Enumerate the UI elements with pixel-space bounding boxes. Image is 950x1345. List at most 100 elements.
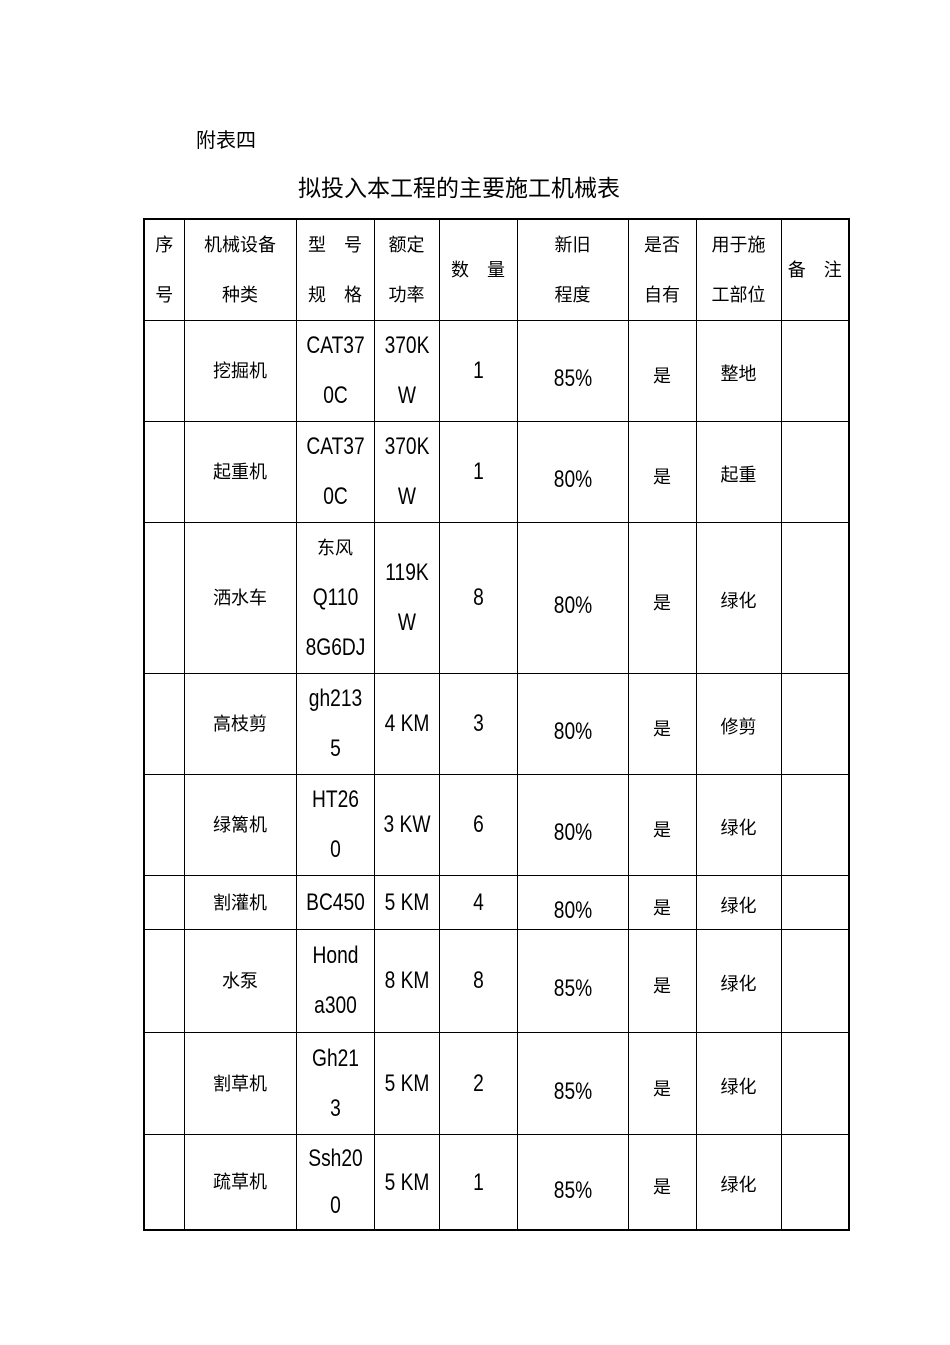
cell-owned: 是 [627, 774, 697, 876]
cell-power: 5 KM [373, 1032, 440, 1135]
cell-model: HT26 0 [295, 774, 375, 876]
cell-owned: 是 [627, 929, 697, 1033]
cell-text: 绿化 [720, 974, 757, 994]
cell-condition: 85% [516, 320, 629, 422]
cell-text: 1 [472, 1168, 484, 1196]
cell-remark [780, 1134, 850, 1231]
cell-seq [143, 1032, 185, 1135]
cell-text: 绿化 [720, 895, 757, 916]
cell-text: 370K [384, 433, 429, 460]
cell-text: 修剪 [720, 717, 757, 737]
header-row: 序号 机械设备 种类 型 号规 格 额定 功率 数 量 新旧 程度 是否 自有 用于施工… [143, 218, 850, 321]
cell-text: 割灌机 [213, 892, 267, 913]
cell-model: Gh21 3 [295, 1032, 375, 1135]
cell-type: 高枝剪 [183, 673, 297, 775]
cell-text: 是 [653, 366, 671, 386]
header-label: 序 [155, 235, 174, 255]
header-cell-type: 机械设备 种类 [183, 218, 297, 321]
cell-qty: 8 [438, 929, 518, 1033]
cell-qty: 4 [438, 875, 518, 930]
cell-seq [143, 774, 185, 876]
cell-qty: 3 [438, 673, 518, 775]
cell-type: 挖掘机 [183, 320, 297, 422]
cell-text: 85% [553, 1077, 592, 1105]
header-label: 号 [155, 285, 174, 305]
cell-model: 东风 Q110 8G6DJ [295, 522, 375, 674]
cell-text: 4 [472, 888, 484, 916]
cell-text: 绿化 [720, 818, 757, 838]
header-label: 型 号 [308, 235, 362, 255]
cell-text: 是 [653, 897, 671, 918]
cell-text: 80% [553, 819, 592, 846]
header-cell-power: 额定 功率 [373, 218, 440, 321]
cell-qty: 1 [438, 421, 518, 523]
cell-power: 5 KM [373, 875, 440, 930]
header-cell-remark: 备 注 [780, 218, 850, 321]
cell-type: 割草机 [183, 1032, 297, 1135]
cell-text: 0 [329, 836, 341, 863]
header-label: 自有 [644, 285, 680, 305]
cell-text: 5 [329, 735, 341, 762]
cell-text: 3 [472, 710, 484, 737]
header-cell-seq: 序号 [143, 218, 185, 321]
cell-text: a300 [313, 992, 357, 1019]
cell-text: HT26 [311, 786, 359, 813]
cell-text: 0C [322, 483, 348, 510]
cell-text: 85% [553, 1176, 592, 1204]
cell-text: 3 [329, 1094, 341, 1122]
cell-seq [143, 929, 185, 1033]
cell-type: 绿篱机 [183, 774, 297, 876]
cell-text: Gh21 [311, 1044, 359, 1072]
annex-label: 附表四 [196, 130, 256, 152]
cell-text: W [397, 609, 416, 636]
cell-text: 80% [553, 718, 592, 745]
cell-condition: 85% [516, 929, 629, 1033]
cell-usage: 起重 [695, 421, 782, 523]
cell-text: 洒水车 [213, 588, 267, 608]
cell-type: 起重机 [183, 421, 297, 523]
cell-model: CAT37 0C [295, 421, 375, 523]
cell-type: 水泵 [183, 929, 297, 1033]
cell-text: 5 KM [384, 1069, 429, 1097]
cell-text: 5 KM [384, 888, 429, 916]
cell-text: 1 [472, 458, 484, 485]
cell-text: 是 [653, 467, 671, 487]
cell-power: 5 KM [373, 1134, 440, 1231]
header-cell-condition: 新旧 程度 [516, 218, 629, 321]
cell-text: Ssh20 [307, 1145, 363, 1172]
cell-remark [780, 929, 850, 1033]
cell-qty: 8 [438, 522, 518, 674]
cell-remark [780, 522, 850, 674]
cell-text: 5 KM [384, 1168, 429, 1196]
header-label: 机械设备 [204, 235, 276, 255]
cell-model: CAT37 0C [295, 320, 375, 422]
cell-usage: 修剪 [695, 673, 782, 775]
header-cell-qty: 数 量 [438, 218, 518, 321]
cell-seq [143, 522, 185, 674]
cell-text: 是 [653, 820, 671, 840]
cell-text: 是 [653, 976, 671, 996]
cell-owned: 是 [627, 875, 697, 930]
cell-text: 是 [653, 1176, 671, 1197]
cell-usage: 整地 [695, 320, 782, 422]
table-row: 疏草机 Ssh20 0 5 KM 1 85% 是 绿化 [143, 1134, 850, 1231]
cell-text: 疏草机 [213, 1171, 267, 1192]
cell-usage: 绿化 [695, 1032, 782, 1135]
cell-condition: 85% [516, 1134, 629, 1231]
cell-usage: 绿化 [695, 774, 782, 876]
cell-model: BC450 [295, 875, 375, 930]
header-label: 程度 [554, 285, 591, 305]
cell-owned: 是 [627, 673, 697, 775]
cell-text: 8 KM [384, 967, 429, 994]
cell-condition: 85% [516, 1032, 629, 1135]
cell-text: 是 [653, 593, 671, 613]
header-label: 功率 [388, 285, 425, 305]
cell-power: 370K W [373, 320, 440, 422]
cell-remark [780, 673, 850, 775]
cell-text: 起重 [720, 465, 757, 485]
cell-text: 绿化 [720, 591, 757, 611]
table-row: 洒水车 东风 Q110 8G6DJ 119K W 8 80% 是 绿化 [143, 522, 850, 674]
cell-seq [143, 421, 185, 523]
cell-power: 4 KM [373, 673, 440, 775]
